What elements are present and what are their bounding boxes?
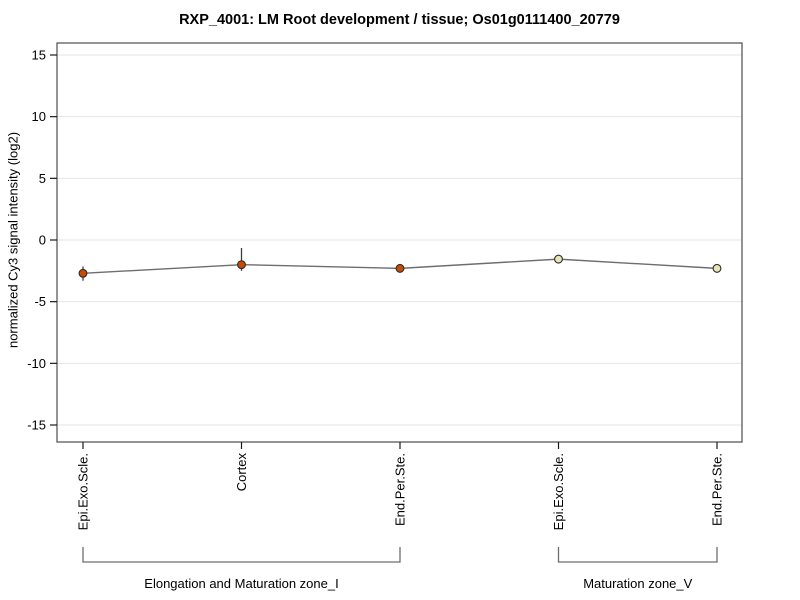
group-label: Elongation and Maturation zone_I: [144, 576, 338, 591]
y-tick-label: -15: [27, 418, 46, 433]
x-tick-label: Epi.Exo.Scle.: [551, 453, 566, 530]
y-tick-label: -10: [27, 356, 46, 371]
group-bracket: [82, 547, 401, 563]
y-tick-label: 10: [32, 109, 46, 124]
y-tick-label: 5: [39, 171, 46, 186]
data-point: [554, 254, 563, 264]
y-tick-label: 15: [32, 48, 46, 63]
x-tick-label: End.Per.Ste.: [710, 453, 725, 526]
data-point: [78, 268, 88, 278]
group-label: Maturation zone_V: [583, 576, 692, 591]
x-tick-label: Epi.Exo.Scle.: [76, 453, 91, 530]
data-point: [395, 263, 405, 273]
group-bracket: [557, 547, 718, 563]
plot-box: [56, 42, 743, 443]
data-point: [237, 260, 246, 270]
x-tick-label: End.Per.Ste.: [393, 453, 408, 526]
y-tick-label: 0: [39, 233, 46, 248]
y-tick-label: -5: [34, 294, 46, 309]
x-tick-label: Cortex: [234, 453, 249, 492]
data-point: [712, 263, 722, 273]
chart-title: RXP_4001: LM Root development / tissue; …: [179, 12, 620, 28]
